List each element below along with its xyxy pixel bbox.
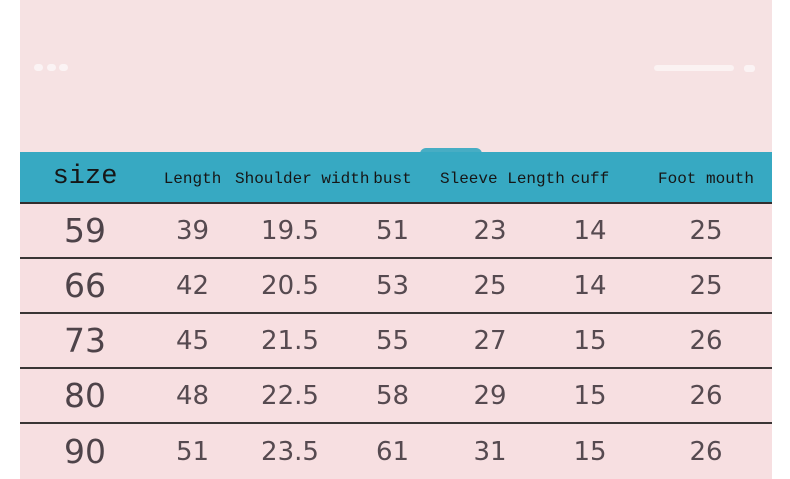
value-cell: 23 (473, 215, 507, 246)
table-row: 59 39 19.5 51 23 14 25 (20, 204, 772, 259)
faded-dot-icon (47, 64, 56, 71)
size-cell: 90 (64, 432, 106, 471)
table-row: 90 51 23.5 61 31 15 26 (20, 424, 772, 479)
value-cell: 23.5 (261, 436, 319, 467)
value-cell: 15 (573, 325, 607, 356)
value-cell: 27 (473, 325, 507, 356)
size-chart-panel: size Length Shoulder width bust Sleeve Lengt… (20, 0, 772, 479)
value-cell: 51 (375, 215, 410, 246)
faded-slider-bar-icon (654, 65, 734, 71)
table-row: 66 42 20.5 53 25 14 25 (20, 259, 772, 314)
value-cell: 15 (573, 380, 607, 411)
value-cell: 25 (689, 215, 723, 246)
header-cell: cuff (570, 170, 610, 188)
value-cell: 14 (573, 270, 607, 301)
value-cell: 19.5 (261, 215, 319, 246)
faded-dot-icon (34, 64, 43, 71)
faded-dot-icon (59, 64, 68, 71)
value-cell: 26 (689, 380, 723, 411)
value-cell: 31 (473, 436, 507, 467)
size-cell: 59 (64, 211, 106, 250)
table-row: 80 48 22.5 58 29 15 26 (20, 369, 772, 424)
table-header-row: size Length Shoulder width bust Sleeve Lengt… (20, 152, 772, 204)
value-cell: 39 (175, 215, 210, 246)
faded-slider-dot-icon (744, 65, 755, 72)
value-cell: 55 (375, 325, 410, 356)
value-cell: 26 (689, 325, 723, 356)
size-table: size Length Shoulder width bust Sleeve Lengt… (20, 148, 772, 479)
value-cell: 42 (175, 270, 210, 301)
header-cell-size: size (52, 162, 118, 192)
header-cell: bust (373, 170, 412, 188)
header-cell: Sleeve Length (440, 170, 565, 188)
value-cell: 29 (473, 380, 507, 411)
value-cell: 25 (473, 270, 507, 301)
table-row: 73 45 21.5 55 27 15 26 (20, 314, 772, 369)
size-cell: 73 (64, 321, 106, 360)
value-cell: 45 (175, 325, 210, 356)
value-cell: 58 (375, 380, 410, 411)
value-cell: 25 (689, 270, 723, 301)
value-cell: 61 (375, 436, 410, 467)
table-body: 59 39 19.5 51 23 14 25 66 42 20.5 53 25 14 25 73 45 21.5… (20, 204, 772, 479)
value-cell: 14 (573, 215, 607, 246)
value-cell: 22.5 (261, 380, 319, 411)
header-cell: Shoulder width (235, 170, 370, 188)
value-cell: 53 (375, 270, 410, 301)
header-cell: Foot mouth (657, 170, 754, 188)
value-cell: 15 (573, 436, 607, 467)
value-cell: 26 (689, 436, 723, 467)
value-cell: 21.5 (261, 325, 319, 356)
value-cell: 20.5 (261, 270, 319, 301)
size-cell: 66 (64, 266, 106, 305)
value-cell: 48 (175, 380, 210, 411)
header-cell: Length (163, 170, 222, 188)
value-cell: 51 (175, 436, 210, 467)
size-cell: 80 (64, 376, 106, 415)
